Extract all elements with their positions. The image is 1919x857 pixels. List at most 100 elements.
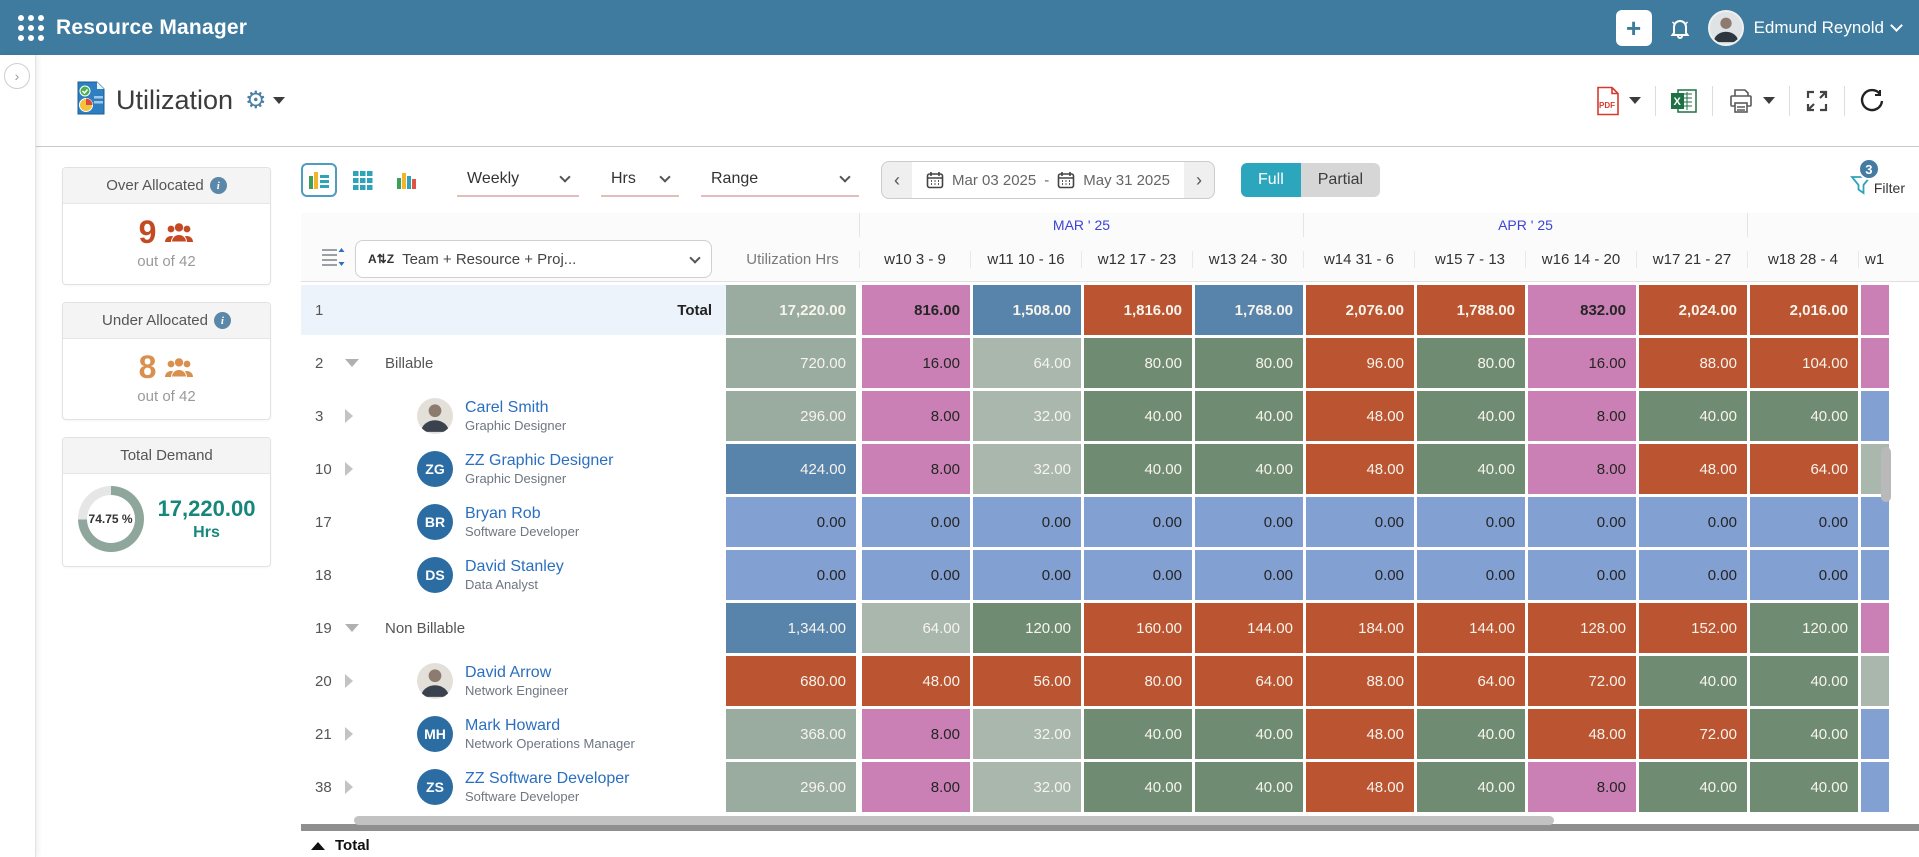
expand-panel-chevron-icon[interactable]: › (4, 63, 30, 89)
horizontal-scrollbar-track[interactable] (301, 824, 1919, 831)
week-value-cell[interactable]: 8.00 (862, 762, 970, 812)
partial-button[interactable]: Partial (1300, 163, 1381, 197)
week-value-cell[interactable]: 40.00 (1084, 762, 1192, 812)
week-value-cell[interactable]: 96.00 (1306, 338, 1414, 388)
week-value-cell[interactable]: 8.00 (862, 709, 970, 759)
week-value-cell[interactable]: 48.00 (1639, 444, 1747, 494)
full-button[interactable]: Full (1240, 163, 1301, 197)
week-value-cell[interactable]: 0.00 (1528, 497, 1636, 547)
week-value-cell[interactable]: 1,508.00 (973, 285, 1081, 335)
resource-name-link[interactable]: ZZ Software Developer (465, 770, 630, 787)
week-value-cell[interactable]: 152.00 (1639, 603, 1747, 653)
view-toggle-table[interactable] (345, 163, 381, 197)
week-value-cell[interactable]: 40.00 (1417, 391, 1525, 441)
week-value-cell[interactable]: 120.00 (973, 603, 1081, 653)
utilization-total-cell[interactable]: 368.00 (726, 709, 856, 759)
collapse-expander-icon[interactable] (345, 624, 371, 632)
collapse-expander-icon[interactable] (345, 359, 371, 367)
range-select[interactable]: Range (701, 164, 859, 197)
week-value-cell[interactable]: 0.00 (973, 550, 1081, 600)
notifications-bell-icon[interactable] (1668, 16, 1692, 40)
week-value-cell[interactable]: 184.00 (1306, 603, 1414, 653)
settings-caret-icon[interactable] (272, 97, 285, 104)
week-value-cell[interactable] (1861, 709, 1889, 759)
week-value-cell[interactable]: 816.00 (862, 285, 970, 335)
week-value-cell[interactable]: 0.00 (862, 550, 970, 600)
export-excel-button[interactable]: X (1670, 87, 1698, 115)
week-value-cell[interactable] (1861, 550, 1889, 600)
week-column-header[interactable]: w18 28 - 4 (1747, 250, 1858, 268)
pdf-options-caret-icon[interactable] (1629, 97, 1641, 104)
avatar[interactable] (417, 398, 453, 434)
expand-expander-icon[interactable] (345, 674, 371, 688)
week-value-cell[interactable]: 0.00 (1195, 550, 1303, 600)
week-value-cell[interactable]: 0.00 (1750, 550, 1858, 600)
fullscreen-button[interactable] (1804, 88, 1830, 114)
week-value-cell[interactable]: 1,768.00 (1195, 285, 1303, 335)
collapse-up-triangle-icon[interactable] (311, 841, 325, 850)
avatar[interactable] (417, 663, 453, 699)
week-value-cell[interactable]: 0.00 (1750, 497, 1858, 547)
week-value-cell[interactable]: 48.00 (862, 656, 970, 706)
date-to[interactable]: May 31 2025 (1083, 171, 1170, 189)
grouping-select[interactable]: A⇅Z Team + Resource + Proj... (355, 240, 712, 278)
user-menu-chevron-icon[interactable] (1890, 19, 1903, 32)
week-value-cell[interactable]: 40.00 (1417, 444, 1525, 494)
week-value-cell[interactable]: 16.00 (862, 338, 970, 388)
week-value-cell[interactable]: 40.00 (1084, 709, 1192, 759)
week-value-cell[interactable]: 32.00 (973, 391, 1081, 441)
week-value-cell[interactable]: 0.00 (1306, 550, 1414, 600)
next-period-chevron[interactable]: › (1195, 169, 1202, 190)
week-value-cell[interactable]: 72.00 (1528, 656, 1636, 706)
resource-name-link[interactable]: Bryan Rob (465, 505, 541, 522)
settings-gear-icon[interactable]: ⚙ (245, 87, 267, 114)
week-value-cell[interactable] (1861, 762, 1889, 812)
week-column-header[interactable]: w17 21 - 27 (1636, 250, 1747, 268)
week-value-cell[interactable]: 32.00 (973, 762, 1081, 812)
week-value-cell[interactable]: 8.00 (862, 444, 970, 494)
utilization-total-cell[interactable]: 296.00 (726, 762, 856, 812)
week-value-cell[interactable] (1861, 338, 1889, 388)
over-allocated-info-icon[interactable]: i (209, 177, 227, 194)
utilization-total-cell[interactable]: 296.00 (726, 391, 856, 441)
resource-name-link[interactable]: Mark Howard (465, 717, 561, 734)
week-value-cell[interactable]: 104.00 (1750, 338, 1858, 388)
week-value-cell[interactable]: 0.00 (1639, 550, 1747, 600)
user-name[interactable]: Edmund Reynold (1753, 17, 1884, 37)
week-value-cell[interactable]: 8.00 (1528, 391, 1636, 441)
expand-expander-icon[interactable] (345, 409, 371, 423)
view-toggle-chart[interactable] (389, 163, 425, 197)
period-select[interactable]: Weekly (457, 164, 579, 197)
week-value-cell[interactable]: 832.00 (1528, 285, 1636, 335)
avatar[interactable]: BR (417, 504, 453, 540)
week-value-cell[interactable]: 40.00 (1195, 762, 1303, 812)
week-value-cell[interactable] (1861, 391, 1889, 441)
avatar[interactable]: MH (417, 716, 453, 752)
week-value-cell[interactable]: 40.00 (1195, 391, 1303, 441)
group-label[interactable]: Billable (385, 354, 434, 372)
week-column-header[interactable]: w16 14 - 20 (1525, 250, 1636, 268)
utilization-total-cell[interactable]: 424.00 (726, 444, 856, 494)
week-column-header[interactable]: w11 10 - 16 (970, 250, 1081, 268)
week-value-cell[interactable]: 144.00 (1195, 603, 1303, 653)
week-value-cell[interactable]: 48.00 (1528, 709, 1636, 759)
week-value-cell[interactable]: 40.00 (1195, 709, 1303, 759)
week-value-cell[interactable]: 64.00 (1417, 656, 1525, 706)
week-value-cell[interactable]: 1,816.00 (1084, 285, 1192, 335)
week-value-cell[interactable]: 80.00 (1195, 338, 1303, 388)
week-value-cell[interactable] (1861, 603, 1889, 653)
week-value-cell[interactable]: 56.00 (973, 656, 1081, 706)
print-button[interactable] (1727, 87, 1775, 115)
week-value-cell[interactable]: 0.00 (1306, 497, 1414, 547)
week-value-cell[interactable]: 40.00 (1417, 709, 1525, 759)
week-value-cell[interactable]: 40.00 (1639, 391, 1747, 441)
week-value-cell[interactable]: 40.00 (1195, 444, 1303, 494)
vertical-scrollbar-thumb[interactable] (1881, 447, 1891, 502)
resource-name-link[interactable]: David Arrow (465, 664, 552, 681)
resource-name-link[interactable]: ZZ Graphic Designer (465, 452, 614, 469)
week-value-cell[interactable]: 88.00 (1639, 338, 1747, 388)
week-value-cell[interactable]: 0.00 (862, 497, 970, 547)
avatar[interactable]: ZG (417, 451, 453, 487)
week-value-cell[interactable]: 48.00 (1306, 391, 1414, 441)
utilization-total-cell[interactable]: 0.00 (726, 550, 856, 600)
